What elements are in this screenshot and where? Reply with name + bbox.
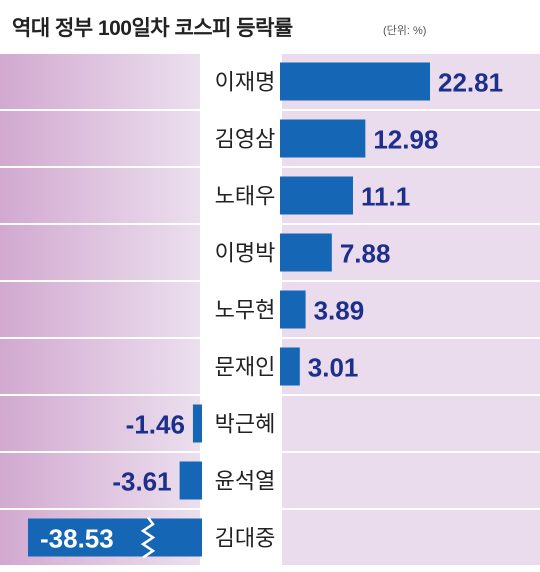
label-cell [200,396,280,451]
bar [280,233,332,272]
bar [179,461,202,500]
value-label: -1.46 [126,410,185,440]
category-label: 김대중 [215,526,276,551]
bar [28,518,202,557]
bar [192,404,202,443]
bar [280,290,306,329]
value-label: 12.98 [373,125,438,155]
value-label: 11.1 [361,182,410,212]
category-label: 노무현 [215,298,276,323]
value-label: 3.01 [308,353,359,383]
category-label: 박근혜 [215,412,276,437]
label-cell [200,282,280,337]
label-cell [200,54,280,109]
label-cell [200,225,280,280]
value-label: -3.61 [112,467,171,497]
negative-panel [0,111,200,166]
positive-panel [282,339,540,394]
label-cell [200,168,280,223]
value-label: 3.89 [314,296,365,326]
unit-label: (단위: %) [383,25,427,37]
positive-panel [282,282,540,337]
negative-panel [0,54,200,109]
negative-panel [0,168,200,223]
value-label: -38.53 [40,524,114,554]
category-label: 김영삼 [215,127,276,152]
label-cell [200,111,280,166]
label-cell [200,453,280,508]
category-label: 이재명 [215,70,276,95]
value-label: 22.81 [438,68,503,98]
bar [280,176,353,215]
negative-panel [0,339,200,394]
axis-break-mark [140,516,156,559]
negative-panel [0,453,200,508]
category-label: 윤석열 [215,469,276,494]
positive-panel [282,396,540,451]
positive-panel [282,510,540,565]
negative-panel [0,225,200,280]
bar [280,62,430,101]
category-label: 노태우 [215,184,276,209]
category-label: 이명박 [215,241,276,266]
chart-title: 역대 정부 100일차 코스피 등락률 [12,17,293,40]
negative-panel [0,282,200,337]
negative-panel [0,396,200,451]
label-cell [200,510,280,565]
label-cell [200,339,280,394]
bar [280,119,366,158]
bar [280,347,300,386]
value-label: 7.88 [340,239,391,269]
category-label: 문재인 [215,355,276,380]
positive-panel [282,453,540,508]
